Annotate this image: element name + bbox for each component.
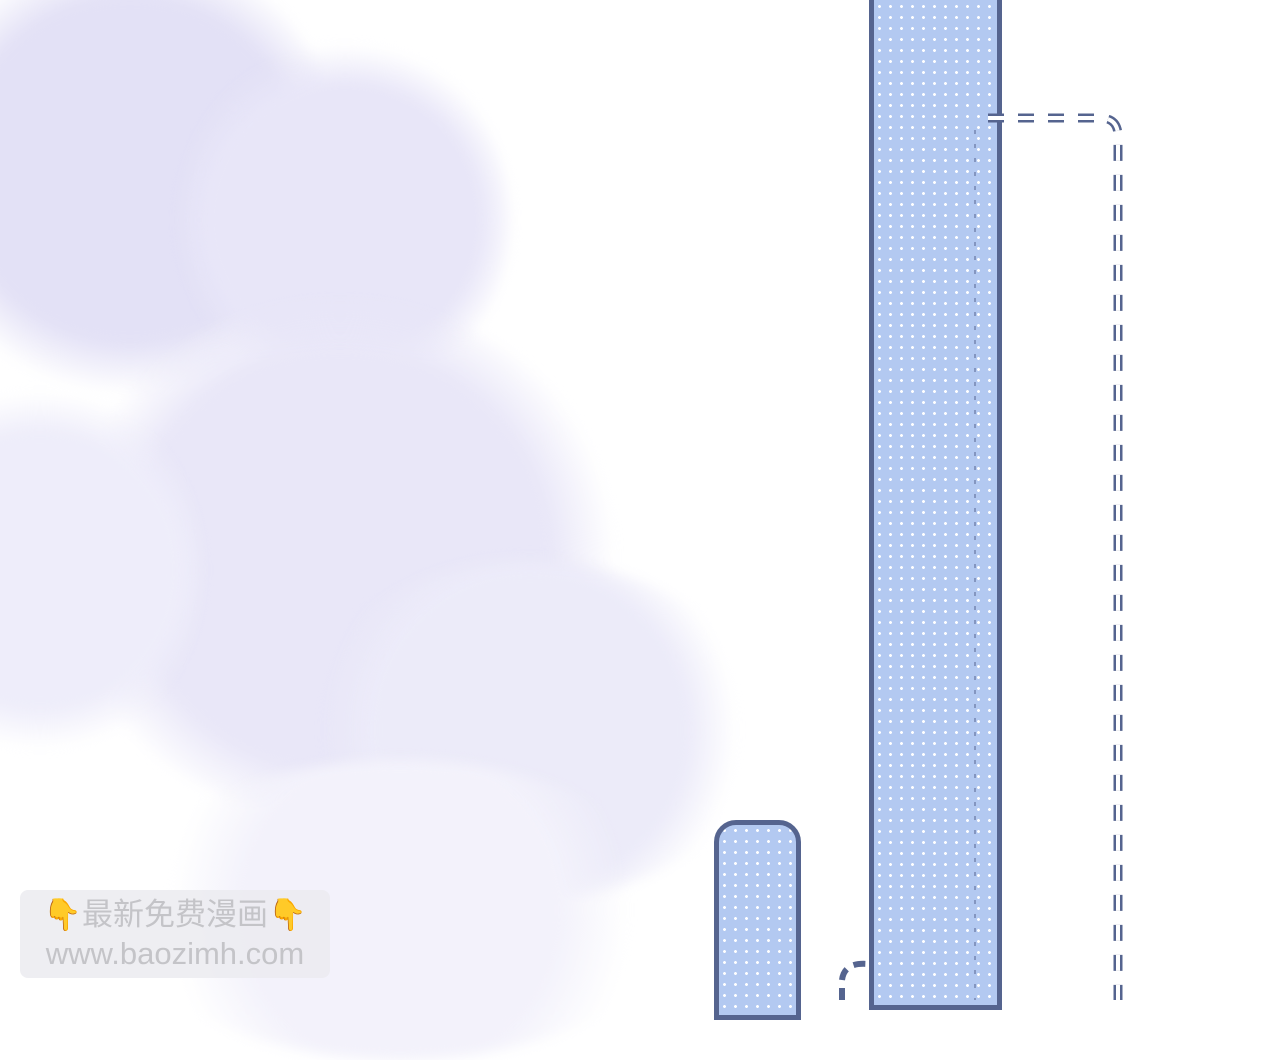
- dashed-outline: [839, 113, 1123, 1000]
- watermark-slogan: 👇最新免费漫画👇: [43, 897, 307, 933]
- watermark: 👇最新免费漫画👇 www.baozimh.com: [20, 890, 330, 978]
- short-dotted-pillar: [714, 820, 801, 1020]
- watermark-url: www.baozimh.com: [45, 936, 305, 971]
